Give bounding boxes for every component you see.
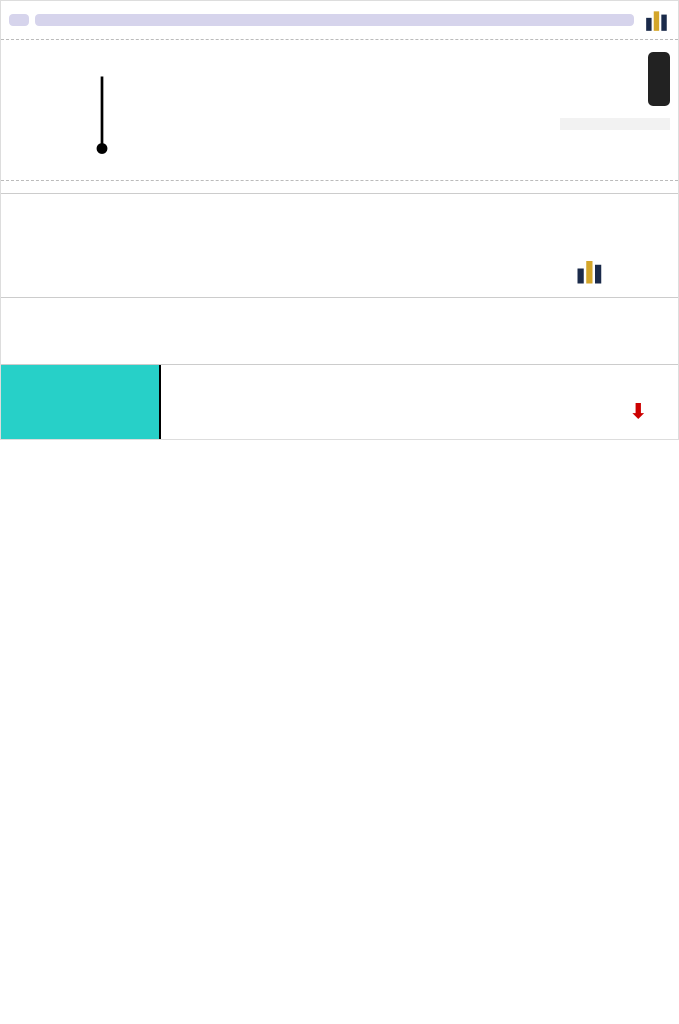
logo-icon — [644, 7, 670, 33]
links-row — [1, 181, 678, 194]
prod-qty-chart — [155, 202, 294, 208]
info-sales-avg — [510, 224, 670, 240]
dashboard-row — [1, 40, 678, 181]
info-rate-avg — [510, 306, 670, 322]
status-cells — [202, 48, 552, 172]
gauge — [9, 48, 194, 172]
gauge-chart — [12, 48, 192, 168]
footer-change-text: ⬇ — [161, 365, 678, 439]
amount-chart — [366, 306, 505, 312]
light-good — [652, 56, 666, 70]
panel-quantities — [1, 194, 678, 298]
rate-chart — [155, 306, 294, 312]
report-page: ⬇ — [0, 0, 679, 440]
brand-block — [510, 256, 670, 289]
info-amount-avg — [510, 328, 670, 344]
panel2-side — [510, 306, 670, 356]
legend-ratios — [560, 118, 670, 130]
footer: ⬇ — [1, 365, 678, 439]
pe-forecast-box — [1, 365, 161, 439]
legend — [560, 48, 670, 172]
header — [1, 1, 678, 40]
date-column-2 — [300, 306, 360, 312]
report-title — [35, 14, 634, 26]
traffic-light-icon — [648, 52, 670, 106]
sales-qty-chart — [366, 202, 505, 208]
arrow-down-icon: ⬇ — [630, 395, 647, 429]
panel1-side — [510, 202, 670, 289]
light-mid — [652, 72, 666, 86]
logo-icon — [570, 256, 610, 286]
info-prod-avg — [510, 202, 670, 218]
date-column — [300, 202, 360, 208]
brand-logo — [640, 7, 670, 33]
report-date — [9, 14, 29, 26]
light-bad — [652, 88, 666, 102]
panel-amount-rate — [1, 298, 678, 365]
